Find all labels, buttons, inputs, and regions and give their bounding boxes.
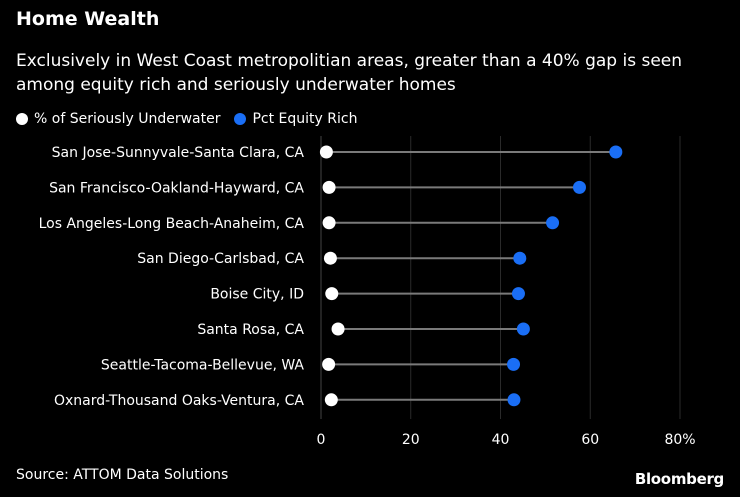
x-tick-label: 20 xyxy=(402,432,420,448)
category-label: San Jose-Sunnyvale-Santa Clara, CA xyxy=(52,145,305,161)
equity-rich-dot xyxy=(511,287,525,301)
legend-item-underwater: % of Seriously Underwater xyxy=(16,111,220,127)
category-label: Boise City, ID xyxy=(210,287,304,303)
underwater-dot xyxy=(322,216,336,230)
legend-item-equity-rich: Pct Equity Rich xyxy=(234,111,357,127)
equity-rich-dot xyxy=(572,180,586,194)
x-tick-label: 60 xyxy=(581,432,599,448)
legend: % of Seriously Underwater Pct Equity Ric… xyxy=(16,111,371,127)
underwater-dot xyxy=(322,180,336,194)
equity-rich-dot xyxy=(546,216,560,230)
equity-rich-dot xyxy=(507,357,521,371)
category-label: San Francisco-Oakland-Hayward, CA xyxy=(49,180,304,196)
category-label: San Diego-Carlsbad, CA xyxy=(137,251,304,267)
equity-rich-dot xyxy=(513,251,527,265)
underwater-dot xyxy=(324,393,338,407)
chart-title: Home Wealth xyxy=(16,8,160,30)
legend-label-equity-rich: Pct Equity Rich xyxy=(252,111,358,127)
equity-rich-dot xyxy=(516,322,530,336)
category-label: Oxnard-Thousand Oaks-Ventura, CA xyxy=(54,393,304,409)
x-tick-label: 40 xyxy=(492,432,510,448)
legend-label-underwater: % of Seriously Underwater xyxy=(34,111,221,127)
x-tick-label: 0 xyxy=(317,432,326,448)
category-label: Seattle-Tacoma-Bellevue, WA xyxy=(101,357,305,373)
underwater-dot xyxy=(319,145,333,159)
legend-swatch-equity-rich xyxy=(234,113,247,125)
bloomberg-logo: Bloomberg xyxy=(634,470,724,488)
chart-subtitle: Exclusively in West Coast metropolitian … xyxy=(16,51,683,95)
underwater-dot xyxy=(325,287,339,301)
legend-swatch-underwater xyxy=(16,113,28,125)
underwater-dot xyxy=(331,322,345,336)
underwater-dot xyxy=(323,251,337,265)
x-tick-label: 80% xyxy=(664,432,695,448)
equity-rich-dot xyxy=(609,145,623,159)
equity-rich-dot xyxy=(507,393,521,407)
category-label: Santa Rosa, CA xyxy=(197,322,304,338)
category-label: Los Angeles-Long Beach-Anaheim, CA xyxy=(39,216,305,232)
source-note: Source: ATTOM Data Solutions xyxy=(16,467,229,483)
underwater-dot xyxy=(322,357,336,371)
